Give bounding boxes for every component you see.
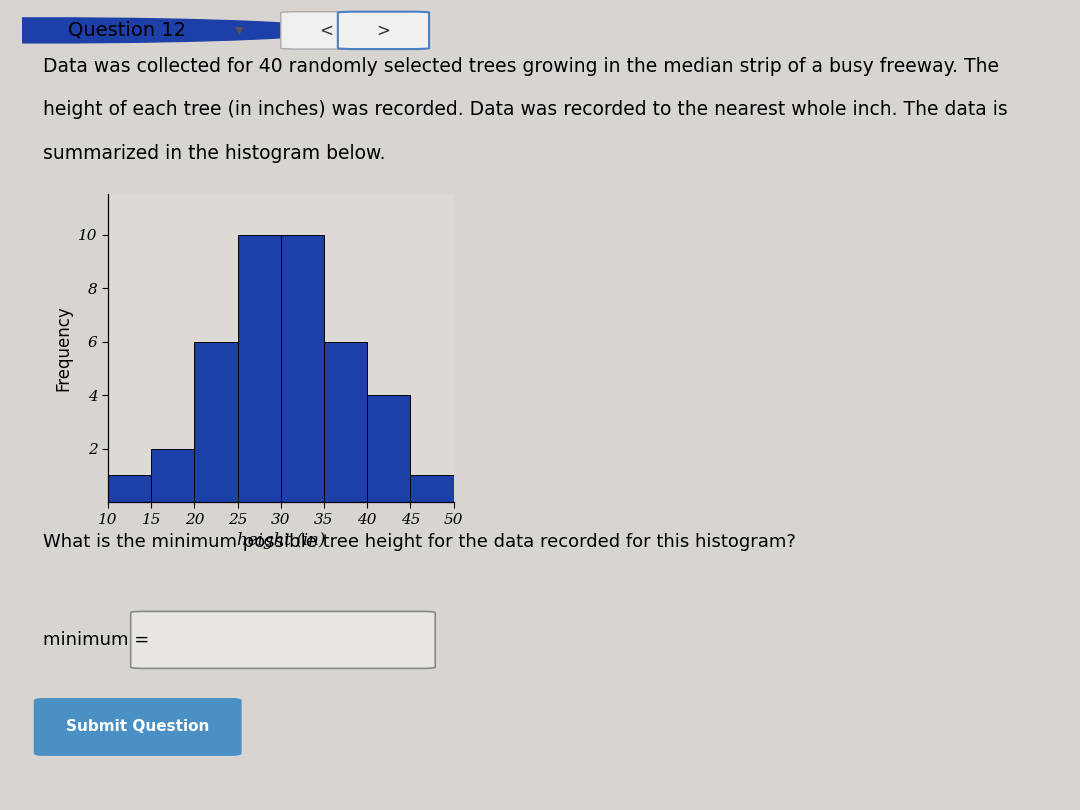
- Text: Data was collected for 40 randomly selected trees growing in the median strip of: Data was collected for 40 randomly selec…: [43, 57, 999, 75]
- Circle shape: [0, 18, 338, 43]
- Text: >: >: [377, 21, 391, 40]
- FancyBboxPatch shape: [33, 698, 242, 756]
- Bar: [194, 342, 238, 502]
- Text: Question 12: Question 12: [68, 21, 187, 40]
- Bar: [281, 235, 324, 502]
- Text: height of each tree (in inches) was recorded. Data was recorded to the nearest w: height of each tree (in inches) was reco…: [43, 100, 1008, 119]
- Y-axis label: Frequency: Frequency: [54, 305, 72, 391]
- Bar: [367, 395, 410, 502]
- Text: What is the minimum possible tree height for the data recorded for this histogra: What is the minimum possible tree height…: [43, 533, 796, 551]
- Bar: [410, 475, 454, 502]
- Text: Submit Question: Submit Question: [66, 719, 210, 735]
- Bar: [238, 235, 281, 502]
- Text: minimum =: minimum =: [43, 631, 149, 649]
- FancyBboxPatch shape: [338, 11, 429, 49]
- Text: summarized in the histogram below.: summarized in the histogram below.: [43, 144, 386, 163]
- Bar: [324, 342, 367, 502]
- Text: <: <: [320, 21, 334, 40]
- FancyBboxPatch shape: [281, 11, 372, 49]
- FancyBboxPatch shape: [131, 612, 435, 668]
- Bar: [108, 475, 151, 502]
- Text: ▼: ▼: [235, 25, 244, 36]
- X-axis label: height (in): height (in): [237, 532, 325, 549]
- Bar: [151, 449, 194, 502]
